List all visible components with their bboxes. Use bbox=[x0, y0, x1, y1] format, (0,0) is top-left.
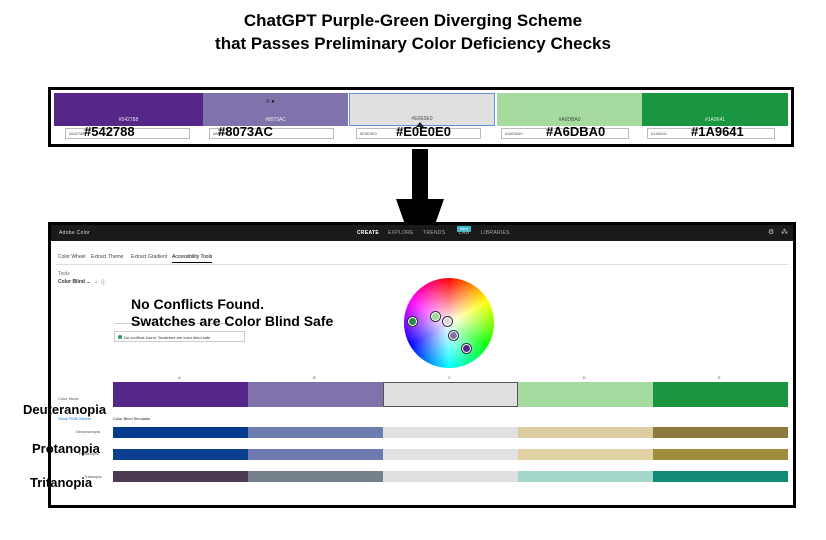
hex-input-2[interactable]: #8073AC bbox=[209, 128, 334, 139]
color-mode-label: Color Mode bbox=[58, 396, 79, 401]
simulator-title: Color Blind Simulator bbox=[113, 416, 151, 421]
column-letter-d: D bbox=[583, 375, 586, 380]
hex-input-3-value: #E0E0E0 bbox=[360, 131, 377, 136]
wheel-pin-3[interactable] bbox=[443, 317, 452, 326]
hex-input-5-value: #1A9641 bbox=[651, 131, 668, 136]
sim-deuteranopia-b bbox=[248, 427, 383, 438]
new-badge: New bbox=[457, 226, 471, 232]
app-brand[interactable]: Adobe Color bbox=[59, 230, 91, 236]
wheel-pin-4[interactable] bbox=[449, 331, 458, 340]
sim-protanopia-d bbox=[518, 449, 653, 460]
show-rgb-sliders-link[interactable]: Show RGB Sliders bbox=[58, 416, 92, 421]
sim-protanopia-e bbox=[653, 449, 788, 460]
tab-extract-theme[interactable]: Extract Theme bbox=[91, 254, 124, 260]
annotation-no-conflicts: No Conflicts Found. bbox=[131, 296, 264, 312]
sim-tritanopia-b bbox=[248, 471, 383, 482]
swatch-3-small-hex: #E0E0E0 bbox=[411, 116, 433, 122]
tab-accessibility-tools[interactable]: Accessibility Tools bbox=[172, 254, 213, 263]
hex-label-4: #A6DBA0 bbox=[546, 124, 606, 139]
swatch-2[interactable]: ≡ ● #8073AC bbox=[203, 93, 348, 126]
status-box: No conflicts found. Swatches are color b… bbox=[114, 331, 245, 342]
tools-label: Tools bbox=[58, 271, 70, 277]
annotation-deuteranopia: Deuteranopia bbox=[23, 402, 107, 417]
swatch-5-small-hex: #1A9641 bbox=[704, 117, 726, 123]
apps-icon[interactable]: ⁂ bbox=[781, 229, 789, 236]
sim-label-deuteranopia: Deuteranopia bbox=[76, 429, 101, 434]
hex-input-2-value: #8073AC bbox=[213, 131, 230, 136]
color-bar-d[interactable] bbox=[518, 382, 653, 407]
nav-create[interactable]: CREATE bbox=[357, 230, 379, 236]
annotation-swatches-safe: Swatches are Color Blind Safe bbox=[131, 313, 334, 329]
column-letter-a: A bbox=[178, 375, 181, 380]
swatch-2-small-hex: #8073AC bbox=[265, 117, 286, 123]
hex-input-4-value: #A6DBA0 bbox=[505, 131, 523, 136]
chevron-down-icon[interactable]: ⌄ bbox=[94, 279, 99, 285]
nav-explore[interactable]: EXPLORE bbox=[388, 230, 414, 236]
swatch-1-small-hex: #542788 bbox=[118, 117, 139, 123]
sim-tritanopia-c bbox=[383, 471, 518, 482]
top-swatch-panel: #542788 ≡ ● #8073AC #E0E0E0 #A6DBA0 #1A9… bbox=[48, 87, 794, 147]
color-bar-a[interactable] bbox=[113, 382, 248, 407]
wheel-pin-2[interactable] bbox=[431, 312, 440, 321]
sim-tritanopia-e bbox=[653, 471, 788, 482]
column-letter-b: B bbox=[313, 375, 316, 380]
sim-protanopia-a bbox=[113, 449, 248, 460]
hex-input-5[interactable]: #1A9641 bbox=[647, 128, 775, 139]
sim-protanopia-b bbox=[248, 449, 383, 460]
sim-deuteranopia-a bbox=[113, 427, 248, 438]
down-arrow-shaft bbox=[412, 149, 428, 201]
swatch-3-selected-marker-icon bbox=[416, 122, 424, 127]
nav-lab[interactable]: LAB bbox=[459, 230, 470, 236]
sim-label-protanopia: Protanopia bbox=[79, 451, 99, 456]
hex-label-1: #542788 bbox=[84, 124, 135, 139]
swatch-4-small-hex: #A6DBA0 bbox=[558, 117, 581, 123]
column-letter-c: C bbox=[448, 375, 451, 380]
swatch-3[interactable]: #E0E0E0 bbox=[349, 93, 495, 127]
swatch-4[interactable]: #A6DBA0 bbox=[497, 93, 642, 126]
check-icon bbox=[118, 335, 122, 339]
hex-label-3: #E0E0E0 bbox=[396, 124, 451, 139]
adobe-color-window: Adobe Color CREATE EXPLORE TRENDS New LA… bbox=[48, 222, 796, 508]
annotation-tritanopia: Tritanopia bbox=[30, 475, 93, 490]
swatch-5[interactable]: #1A9641 bbox=[642, 93, 788, 126]
hex-input-1[interactable]: #542788 bbox=[65, 128, 190, 139]
nav-libraries[interactable]: LIBRARIES bbox=[481, 230, 510, 236]
sim-deuteranopia-e bbox=[653, 427, 788, 438]
color-bar-c[interactable] bbox=[383, 382, 518, 407]
app-top-bar: Adobe Color CREATE EXPLORE TRENDS New LA… bbox=[51, 225, 793, 241]
sim-protanopia-c bbox=[383, 449, 518, 460]
hex-input-1-value: #542788 bbox=[69, 131, 85, 136]
settings-icon[interactable]: ⚙ bbox=[768, 229, 775, 236]
sim-deuteranopia-d bbox=[518, 427, 653, 438]
hex-label-2: #8073AC bbox=[218, 124, 273, 139]
status-text: No conflicts found. Swatches are color b… bbox=[124, 335, 211, 340]
annotation-protanopia: Protanopia bbox=[32, 441, 100, 456]
tools-select[interactable]: Color Blind ... bbox=[58, 279, 91, 285]
swatch-1[interactable]: #542788 bbox=[54, 93, 203, 126]
swatch-2-controls-icon[interactable]: ≡ ● bbox=[266, 99, 275, 105]
hex-input-3[interactable]: #E0E0E0 bbox=[356, 128, 481, 139]
sim-tritanopia-d bbox=[518, 471, 653, 482]
hex-input-4[interactable]: #A6DBA0 bbox=[501, 128, 629, 139]
hex-label-5: #1A9641 bbox=[691, 124, 744, 139]
info-icon[interactable]: ⓘ bbox=[101, 280, 107, 286]
tabs-divider bbox=[56, 264, 788, 265]
nav-trends[interactable]: TRENDS bbox=[423, 230, 446, 236]
heading-line-1: ChatGPT Purple-Green Diverging Scheme bbox=[243, 11, 583, 30]
status-divider bbox=[114, 323, 234, 324]
color-bar-b[interactable] bbox=[248, 382, 383, 407]
tab-color-wheel[interactable]: Color Wheel bbox=[58, 254, 86, 260]
wheel-pin-5[interactable] bbox=[462, 344, 471, 353]
sim-deuteranopia-c bbox=[383, 427, 518, 438]
tab-extract-gradient[interactable]: Extract Gradient bbox=[131, 254, 168, 260]
color-bar-e[interactable] bbox=[653, 382, 788, 407]
heading-line-2: that Passes Preliminary Color Deficiency… bbox=[215, 34, 611, 53]
sim-tritanopia-a bbox=[113, 471, 248, 482]
wheel-pin-1[interactable] bbox=[408, 317, 417, 326]
sim-label-tritanopia: Tritanopia bbox=[84, 474, 102, 479]
column-letter-e: E bbox=[718, 375, 721, 380]
